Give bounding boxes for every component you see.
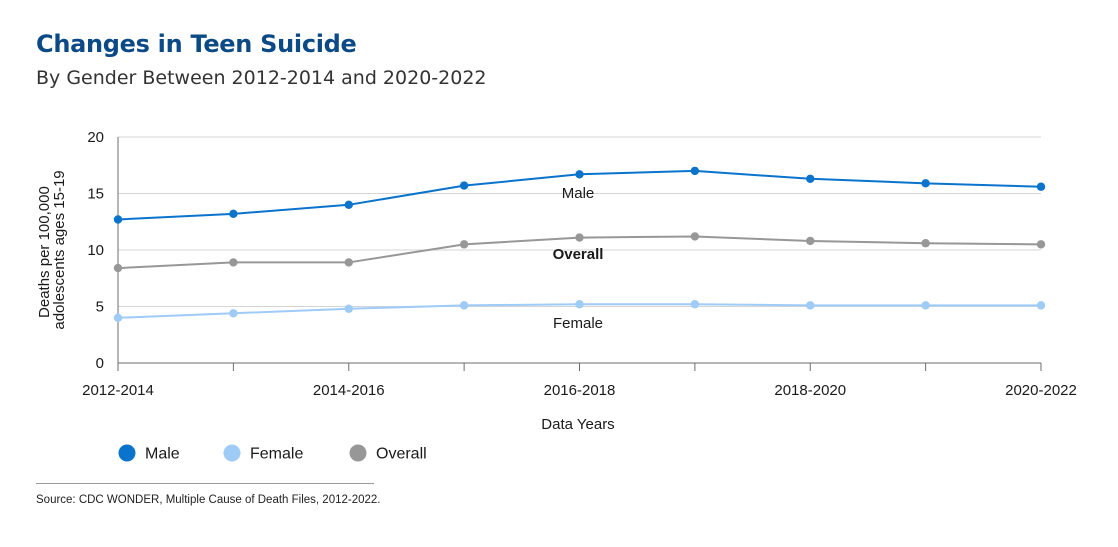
y-tick-label: 10: [87, 242, 104, 259]
male-data-point: [344, 200, 353, 209]
male-data-point: [806, 174, 815, 184]
female-data-point: [921, 301, 930, 310]
overall-data-point: [459, 240, 469, 249]
male-data-point: [229, 209, 238, 219]
overall-data-point: [344, 258, 353, 267]
y-axis: 0 5 10 15 20: [87, 129, 119, 372]
y-tick-label: 20: [87, 129, 104, 146]
overall-data-point: [921, 239, 930, 248]
overall-data-point: [806, 236, 815, 246]
male-data-point: [113, 215, 123, 224]
line-chart: 0 5 10 15 20 2012-2014 2014-2016 2016-2018 2018…: [36, 129, 1077, 463]
male-legend-swatch: [118, 444, 136, 462]
footer-divider: [36, 483, 374, 484]
overall-data-point: [113, 263, 123, 273]
series-lines: [113, 166, 1046, 322]
overall-data-point: [575, 233, 584, 242]
y-tick-label: 5: [96, 299, 104, 316]
female-data-point: [459, 301, 469, 310]
y-tick-label: 0: [96, 355, 104, 372]
legend: Male Female Overall: [118, 444, 427, 463]
male-legend-label: Male: [145, 446, 180, 463]
x-axis: 2012-2014 2014-2016 2016-2018 2018-2020 2020…: [82, 363, 1077, 399]
male-data-point: [921, 179, 930, 188]
male-data-point: [459, 181, 469, 190]
y-axis-label-line-2: adolescents ages 15-19: [51, 170, 68, 329]
female-data-point: [113, 313, 123, 322]
female-data-point: [229, 309, 238, 318]
x-axis-label: Data Years: [541, 416, 614, 433]
x-tick-label: 2018-2020: [774, 382, 846, 399]
chart-subtitle: By Gender Between 2012-2014 and 2020-202…: [36, 67, 487, 89]
source-note: Source: CDC WONDER, Multiple Cause of De…: [36, 494, 381, 506]
x-tick-label: 2014-2016: [313, 382, 385, 399]
female-legend-swatch: [223, 444, 241, 462]
overall-series-label: Overall: [553, 246, 604, 263]
female-legend-label: Female: [250, 446, 303, 463]
x-tick-label: 2012-2014: [82, 382, 154, 399]
overall-legend-label: Overall: [376, 446, 427, 463]
female-data-point: [344, 304, 353, 313]
x-tick-label: 2016-2018: [544, 382, 616, 399]
x-tick-label: 2020-2022: [1005, 382, 1077, 399]
female-data-point: [690, 300, 700, 309]
chart-title: Changes in Teen Suicide: [36, 30, 357, 58]
overall-legend-swatch: [349, 444, 367, 462]
male-data-point: [575, 170, 584, 179]
female-series-label: Female: [553, 315, 603, 332]
y-axis-label-line-1: Deaths per 100,000: [36, 186, 53, 318]
female-data-point: [575, 300, 584, 309]
male-series-label: Male: [562, 185, 595, 202]
y-axis-label: Deaths per 100,000 adolescents ages 15-1…: [36, 170, 68, 329]
y-tick-label: 15: [87, 186, 104, 203]
series-labels: Male Female Overall: [553, 185, 604, 332]
overall-data-point: [1036, 240, 1046, 249]
male-data-point: [690, 166, 700, 176]
female-data-point: [806, 301, 815, 310]
female-data-point: [1036, 301, 1046, 310]
overall-data-point: [690, 232, 700, 241]
overall-data-point: [229, 258, 238, 267]
male-data-point: [1036, 182, 1046, 191]
